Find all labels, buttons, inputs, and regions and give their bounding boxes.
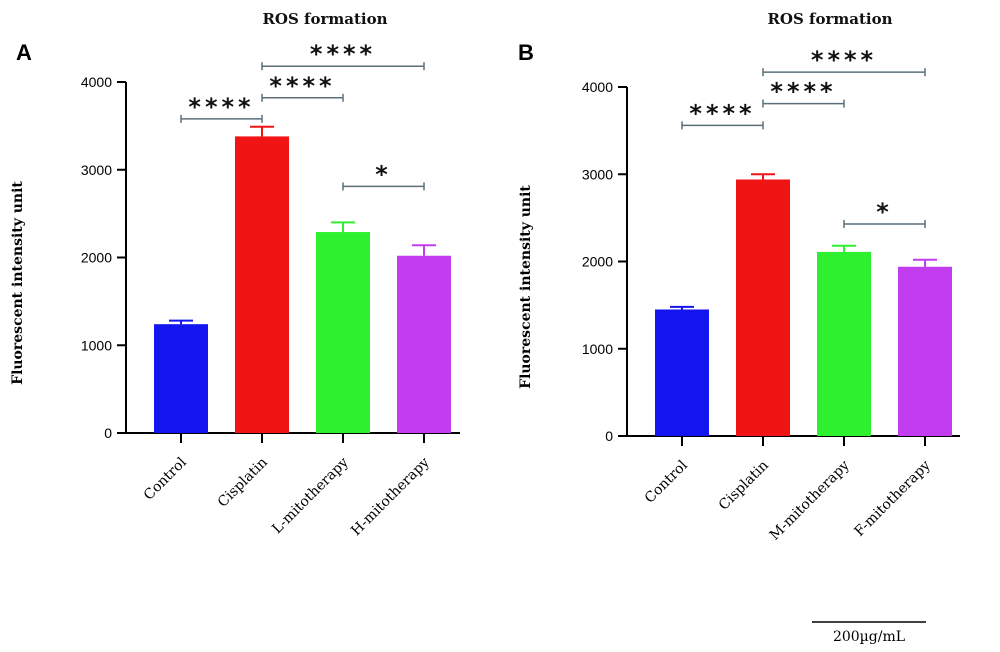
y-axis-label-b: Fluorescent intensity unit — [518, 185, 534, 389]
y-tick-label: 0 — [605, 428, 613, 444]
significance-stars: **** — [269, 72, 335, 100]
y-tick-label: 1000 — [582, 341, 613, 357]
panel-b: B ROS formation Fluorescent intensity un… — [518, 10, 960, 544]
bar-m-mitotherapy — [817, 251, 871, 436]
x-tick-label: H-mitotherapy — [348, 454, 433, 539]
y-tick-label: 4000 — [582, 79, 613, 95]
scale-bar: 200µg/mL — [812, 621, 926, 645]
y-tick-label: 2000 — [582, 254, 613, 270]
panel-letter-b: B — [518, 40, 534, 65]
y-tick-label: 0 — [104, 425, 112, 441]
y-tick-label: 2000 — [81, 250, 112, 266]
scale-bar-label: 200µg/mL — [833, 629, 905, 645]
chart-title-a: ROS formation — [262, 10, 387, 28]
plot-area-b: 0 1000 2000 3000 4000 Control CisplatinM-mitot… — [582, 46, 960, 544]
y-tick-label: 1000 — [81, 337, 112, 353]
panel-letter-a: A — [16, 40, 32, 65]
chart-title-b: ROS formation — [767, 10, 892, 28]
y-tick-label: 4000 — [81, 74, 112, 90]
x-tick-label: Cisplatin — [215, 455, 271, 511]
y-tick-label: 3000 — [582, 166, 613, 182]
y-tick-label: 3000 — [81, 162, 112, 178]
x-tick-label: L-mitotherapy — [269, 454, 352, 537]
x-tick-label: F-mitotherapy — [851, 457, 933, 539]
bar-l-mitotherapy — [316, 232, 370, 433]
bar-f-mitotherapy — [898, 266, 952, 436]
bar-h-mitotherapy — [397, 255, 451, 433]
panel-a: A ROS formation Fluorescent intensity un… — [10, 10, 460, 539]
y-axis-label-a: Fluorescent intensity unit — [10, 181, 26, 385]
x-tick-label: Cisplatin — [716, 458, 772, 514]
x-tick-label: Control — [141, 454, 190, 503]
significance-stars: * — [375, 160, 392, 188]
plot-area-a: 0 1000 2000 3000 4000 Control CisplatinL-mitot… — [81, 40, 460, 539]
bar-control — [655, 309, 709, 436]
bar-cisplatin — [235, 136, 289, 433]
significance-stars: **** — [310, 40, 376, 68]
significance-stars: * — [876, 198, 893, 226]
x-tick-label: Control — [642, 457, 691, 506]
bar-control — [154, 324, 208, 433]
x-tick-label: M-mitotherapy — [767, 457, 853, 543]
significance-stars: **** — [811, 46, 877, 74]
significance-stars: **** — [188, 93, 254, 121]
significance-stars: **** — [689, 99, 755, 127]
bar-cisplatin — [736, 179, 790, 437]
significance-stars: **** — [770, 78, 836, 106]
